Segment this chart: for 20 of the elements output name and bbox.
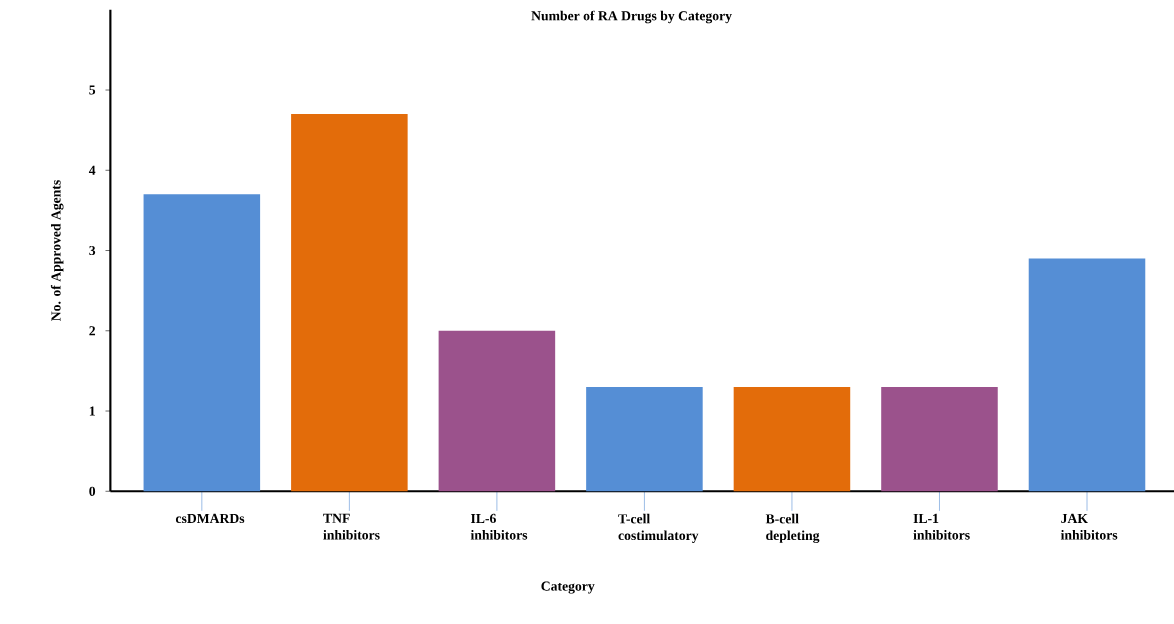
x-tick-label: JAK inhibitors bbox=[1060, 513, 1118, 540]
y-tick-label: 4 bbox=[88, 165, 96, 175]
y-tick-label: 5 bbox=[89, 85, 96, 95]
x-axis-title: Category bbox=[541, 581, 595, 594]
x-tick-label: T-cell costimulatory bbox=[618, 513, 699, 543]
y-tick-label: 3 bbox=[89, 245, 96, 256]
x-tick-label: IL-1 inhibitors bbox=[913, 513, 970, 540]
bar bbox=[291, 114, 408, 492]
bar bbox=[881, 386, 998, 492]
y-tick-label: 1 bbox=[89, 406, 95, 416]
x-tick-label: IL-6 inhibitors bbox=[470, 513, 528, 540]
y-tick-label: 2 bbox=[89, 326, 96, 336]
bar bbox=[438, 330, 556, 492]
x-tick-label: csDMARDs bbox=[175, 513, 245, 523]
y-axis-title: No. of Approved Agents bbox=[50, 180, 64, 321]
x-tick-label: B-cell depleting bbox=[765, 513, 820, 543]
x-tick-label: TNF inhibitors bbox=[323, 513, 380, 540]
bar bbox=[733, 386, 851, 492]
chart-title: Number of RA Drugs by Category bbox=[531, 10, 732, 24]
y-tick-label: 0 bbox=[89, 486, 96, 496]
